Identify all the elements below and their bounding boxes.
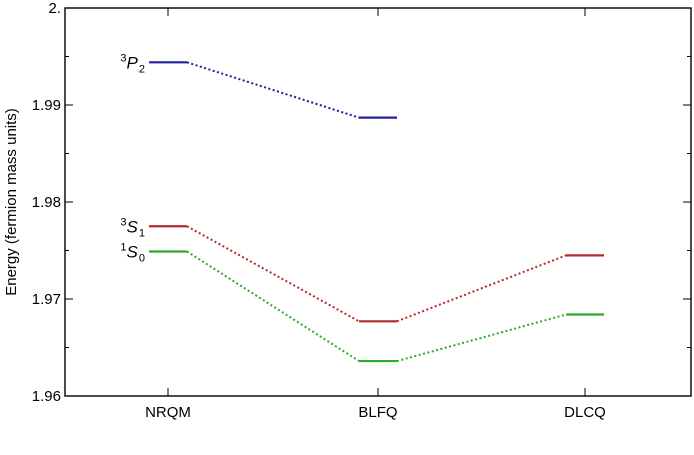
label-superscript: 1 (120, 241, 126, 253)
state-label-3S1: 3S1 (120, 216, 145, 239)
y-tick-label: 2. (48, 0, 61, 17)
level-connector (396, 313, 567, 363)
plot-frame (64, 7, 692, 397)
label-main: P (127, 53, 139, 72)
x-tick-labels: NRQM BLFQ DLCQ (145, 404, 606, 421)
y-tick-label: 1.97 (32, 291, 61, 308)
y-tick-label: 1.99 (32, 97, 61, 114)
label-superscript: 3 (120, 52, 126, 64)
level-connector (186, 61, 360, 119)
y-tick-label: 1.98 (32, 194, 61, 211)
state-label-3P2: 3P2 (120, 52, 145, 75)
series-3P2 (149, 61, 397, 119)
label-subscript: 2 (139, 63, 145, 75)
x-tick-label: NRQM (145, 404, 191, 421)
y-tick-label: 1.96 (32, 388, 61, 405)
level-connector (186, 225, 360, 323)
label-superscript: 3 (120, 216, 126, 228)
label-subscript: 0 (139, 252, 145, 264)
label-main: S (127, 242, 139, 261)
series-3S1 (149, 225, 604, 323)
series-1S0 (149, 250, 604, 363)
x-tick-label: BLFQ (358, 404, 397, 421)
y-tick-labels: 1.96 1.97 1.98 1.99 2. (32, 0, 61, 405)
axis-ticks (65, 7, 691, 397)
x-tick-label: DLCQ (564, 404, 606, 421)
y-axis-title: Energy (fermion mass units) (3, 108, 20, 296)
series-layer (149, 61, 604, 363)
label-main: S (127, 217, 139, 236)
label-subscript: 1 (139, 227, 145, 239)
level-connector (396, 254, 567, 323)
state-label-1S0: 1S0 (120, 241, 145, 264)
